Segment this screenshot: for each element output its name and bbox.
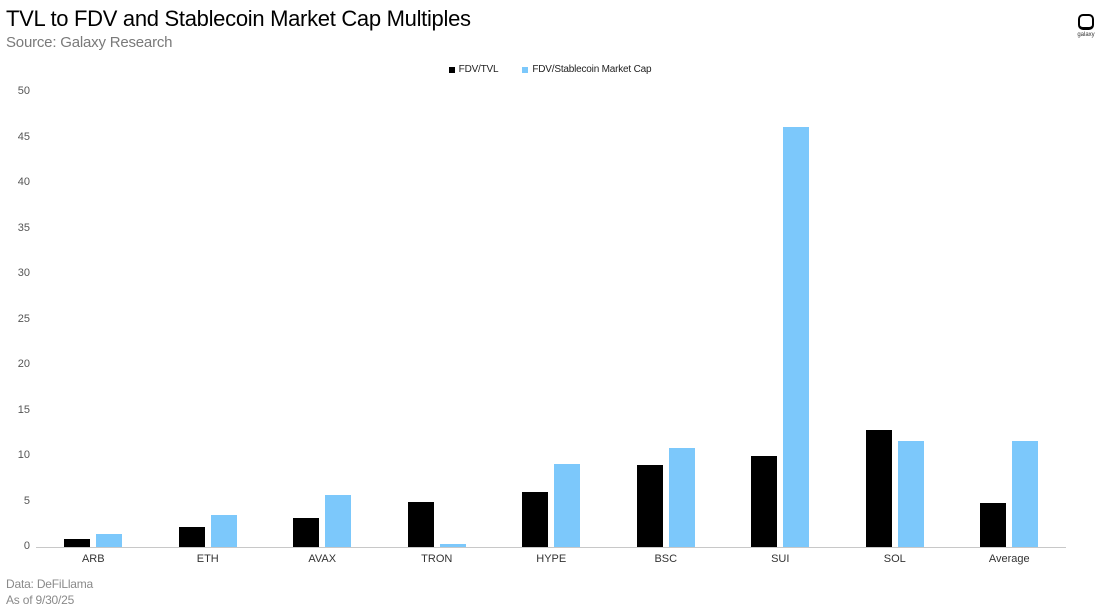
x-tick-label: SOL xyxy=(883,553,906,565)
y-tick-label: 15 xyxy=(17,403,30,416)
bar-average-fdv-stablecoin xyxy=(1012,441,1039,547)
legend-item-fdv-tvl: FDV/TVL xyxy=(448,64,499,75)
bar-tron-fdv-stablecoin xyxy=(439,544,466,547)
y-tick-label: 35 xyxy=(17,221,30,234)
legend-swatch-fdv-tvl xyxy=(448,66,455,73)
chart-title: TVL to FDV and Stablecoin Market Cap Mul… xyxy=(6,6,471,31)
bar-tron-fdv-tvl xyxy=(407,502,434,547)
y-tick-label: 0 xyxy=(23,540,30,552)
bar-eth-fdv-tvl xyxy=(178,526,205,547)
galaxy-logo: galaxy xyxy=(1072,14,1100,38)
bar-sol-fdv-tvl xyxy=(865,429,892,547)
x-tick-label: ARB xyxy=(81,553,105,565)
y-tick-label: 40 xyxy=(17,176,30,188)
bar-sui-fdv-tvl xyxy=(751,456,778,547)
x-tick-label: ETH xyxy=(196,553,219,565)
y-tick-label: 50 xyxy=(17,85,30,97)
y-tick-label: 5 xyxy=(23,494,30,507)
chart-subtitle: Source: Galaxy Research xyxy=(6,34,173,51)
bar-average-fdv-tvl xyxy=(980,503,1007,547)
x-tick-label: SUI xyxy=(771,553,790,565)
legend-item-fdv-stablecoin: FDV/Stablecoin Market Cap xyxy=(522,64,652,75)
bar-arb-fdv-tvl xyxy=(64,538,91,547)
legend-label: FDV/Stablecoin Market Cap xyxy=(532,64,652,75)
x-tick-label: Average xyxy=(988,553,1030,565)
bar-sol-fdv-stablecoin xyxy=(897,441,924,547)
bar-bsc-fdv-tvl xyxy=(636,465,663,547)
x-axis-line xyxy=(36,547,1066,548)
bar-hype-fdv-tvl xyxy=(522,492,549,547)
bar-bsc-fdv-stablecoin xyxy=(668,447,695,547)
x-tick-label: TRON xyxy=(421,553,453,565)
chart-legend: FDV/TVL FDV/Stablecoin Market Cap xyxy=(0,64,1100,75)
y-tick-label: 45 xyxy=(17,130,30,143)
legend-label: FDV/TVL xyxy=(458,64,499,75)
x-tick-label: BSC xyxy=(654,553,678,565)
y-tick-label: 25 xyxy=(17,312,30,325)
bar-avax-fdv-tvl xyxy=(293,517,320,547)
y-tick-label: 20 xyxy=(17,358,30,370)
logo-text: galaxy xyxy=(1077,32,1095,38)
x-tick-label: HYPE xyxy=(536,553,567,565)
footer-data-source: Data: DeFiLlama xyxy=(6,577,94,591)
bar-hype-fdv-stablecoin xyxy=(554,464,581,547)
galaxy-logo-icon xyxy=(1078,14,1094,30)
bar-sui-fdv-stablecoin xyxy=(783,127,810,547)
y-tick-label: 30 xyxy=(17,267,30,279)
bar-eth-fdv-stablecoin xyxy=(210,515,237,547)
y-tick-label: 10 xyxy=(17,449,30,461)
x-tick-label: AVAX xyxy=(308,553,337,565)
bar-arb-fdv-stablecoin xyxy=(96,534,123,547)
bar-avax-fdv-stablecoin xyxy=(325,495,352,547)
footer-as-of: As of 9/30/25 xyxy=(6,593,75,607)
legend-swatch-fdv-stablecoin xyxy=(522,66,529,73)
